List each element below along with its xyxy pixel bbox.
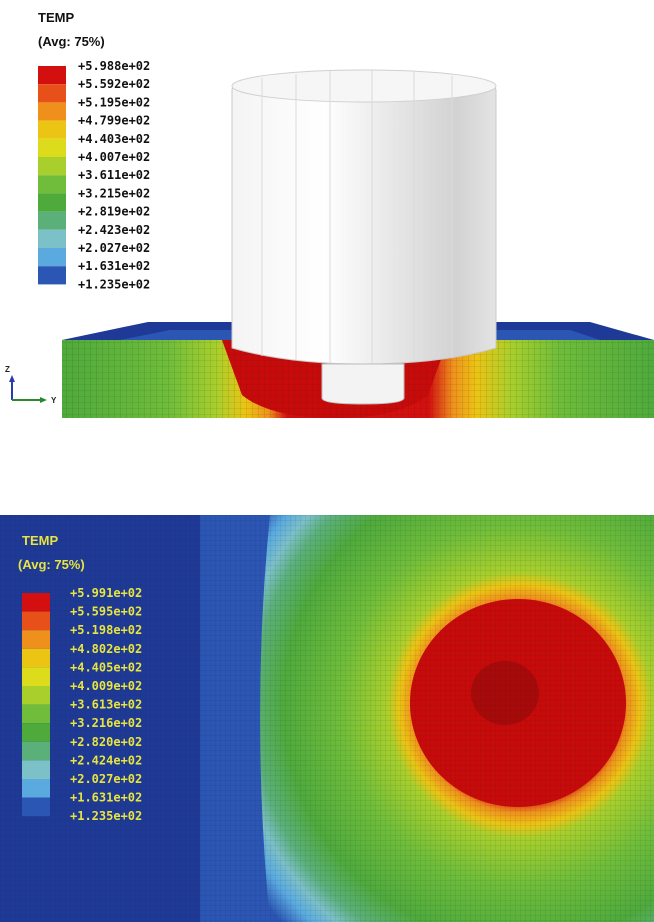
legend-swatch — [38, 229, 66, 248]
legend-swatch — [38, 157, 66, 176]
legend-label: +5.198e+02 — [70, 623, 142, 637]
legend-swatch — [38, 66, 66, 85]
legend-label: +5.988e+02 — [78, 59, 150, 73]
legend-swatch — [38, 211, 66, 230]
field-mesh — [0, 515, 654, 922]
bottom-panel-top-view: TEMP (Avg: 75%) +5.991e+02 +5.595e+02 +5.1… — [0, 515, 654, 922]
legend-label: +3.613e+02 — [70, 698, 142, 712]
legend-label: +3.215e+02 — [78, 186, 150, 200]
legend-label: +4.403e+02 — [78, 132, 150, 146]
side-view-figure: Z Y TEMP (Avg: 75%) +5.988e+02 +5.592e+02… — [5, 10, 654, 418]
tool-shoulder — [231, 69, 497, 365]
axis-y-label: Y — [51, 396, 57, 405]
legend-swatch — [22, 630, 50, 649]
legend-swatch — [38, 266, 66, 285]
legend-swatch — [38, 120, 66, 139]
legend-subtitle: (Avg: 75%) — [18, 557, 85, 572]
legend-label: +2.819e+02 — [78, 205, 150, 219]
legend-swatches — [38, 66, 66, 285]
legend-label: +5.592e+02 — [78, 77, 150, 91]
legend-swatches — [22, 593, 50, 817]
legend-label: +3.611e+02 — [78, 168, 150, 182]
legend-swatch — [22, 611, 50, 631]
bottom-legend: TEMP (Avg: 75%) +5.991e+02 +5.595e+02 +5.1… — [18, 533, 142, 823]
legend-label: +2.423e+02 — [78, 223, 150, 237]
legend-label: +4.007e+02 — [78, 150, 150, 164]
legend-label: +2.027e+02 — [78, 241, 150, 255]
legend-subtitle: (Avg: 75%) — [38, 34, 105, 49]
legend-label: +4.799e+02 — [78, 114, 150, 128]
legend-label: +1.235e+02 — [78, 277, 150, 291]
legend-label: +4.802e+02 — [70, 642, 142, 656]
legend-label: +2.424e+02 — [70, 753, 142, 767]
tool-top — [231, 69, 497, 103]
legend-labels: +5.988e+02 +5.592e+02 +5.195e+02 +4.799e+02… — [78, 59, 150, 291]
legend-swatch — [38, 102, 66, 121]
top-panel-side-view: Z Y TEMP (Avg: 75%) +5.988e+02 +5.592e+02… — [0, 0, 654, 430]
legend-swatch — [22, 741, 50, 761]
legend-label: +1.235e+02 — [70, 809, 142, 823]
legend-title: TEMP — [38, 10, 74, 25]
legend-label: +3.216e+02 — [70, 716, 142, 730]
legend-label: +4.405e+02 — [70, 660, 142, 674]
legend-swatch — [38, 193, 66, 212]
legend-swatch — [22, 723, 50, 742]
legend-swatch — [22, 797, 50, 817]
legend-swatch — [22, 648, 50, 668]
legend-swatch — [22, 667, 50, 686]
legend-swatch — [38, 248, 66, 267]
legend-label: +1.631e+02 — [70, 791, 142, 805]
legend-swatch — [22, 686, 50, 705]
legend-swatch — [38, 84, 66, 103]
legend-label: +5.991e+02 — [70, 586, 142, 600]
legend-swatch — [38, 138, 66, 157]
tool-facets — [261, 70, 453, 364]
legend-swatch — [22, 760, 50, 779]
top-legend: TEMP (Avg: 75%) +5.988e+02 +5.592e+02 +5.1… — [38, 10, 150, 291]
legend-label: +2.820e+02 — [70, 735, 142, 749]
axis-triad: Z Y — [5, 365, 57, 405]
legend-swatch — [22, 593, 50, 612]
legend-title: TEMP — [22, 533, 58, 548]
legend-swatch — [22, 779, 50, 798]
tool-pin — [321, 363, 405, 405]
legend-label: +5.195e+02 — [78, 95, 150, 109]
axis-z-label: Z — [5, 365, 10, 374]
legend-label: +1.631e+02 — [78, 259, 150, 273]
legend-label: +4.009e+02 — [70, 679, 142, 693]
top-view-figure: TEMP (Avg: 75%) +5.991e+02 +5.595e+02 +5.1… — [0, 515, 654, 922]
legend-swatch — [22, 704, 50, 724]
legend-label: +5.595e+02 — [70, 605, 142, 619]
legend-labels: +5.991e+02 +5.595e+02 +5.198e+02 +4.802e+02… — [70, 586, 142, 823]
legend-label: +2.027e+02 — [70, 772, 142, 786]
legend-swatch — [38, 175, 66, 194]
